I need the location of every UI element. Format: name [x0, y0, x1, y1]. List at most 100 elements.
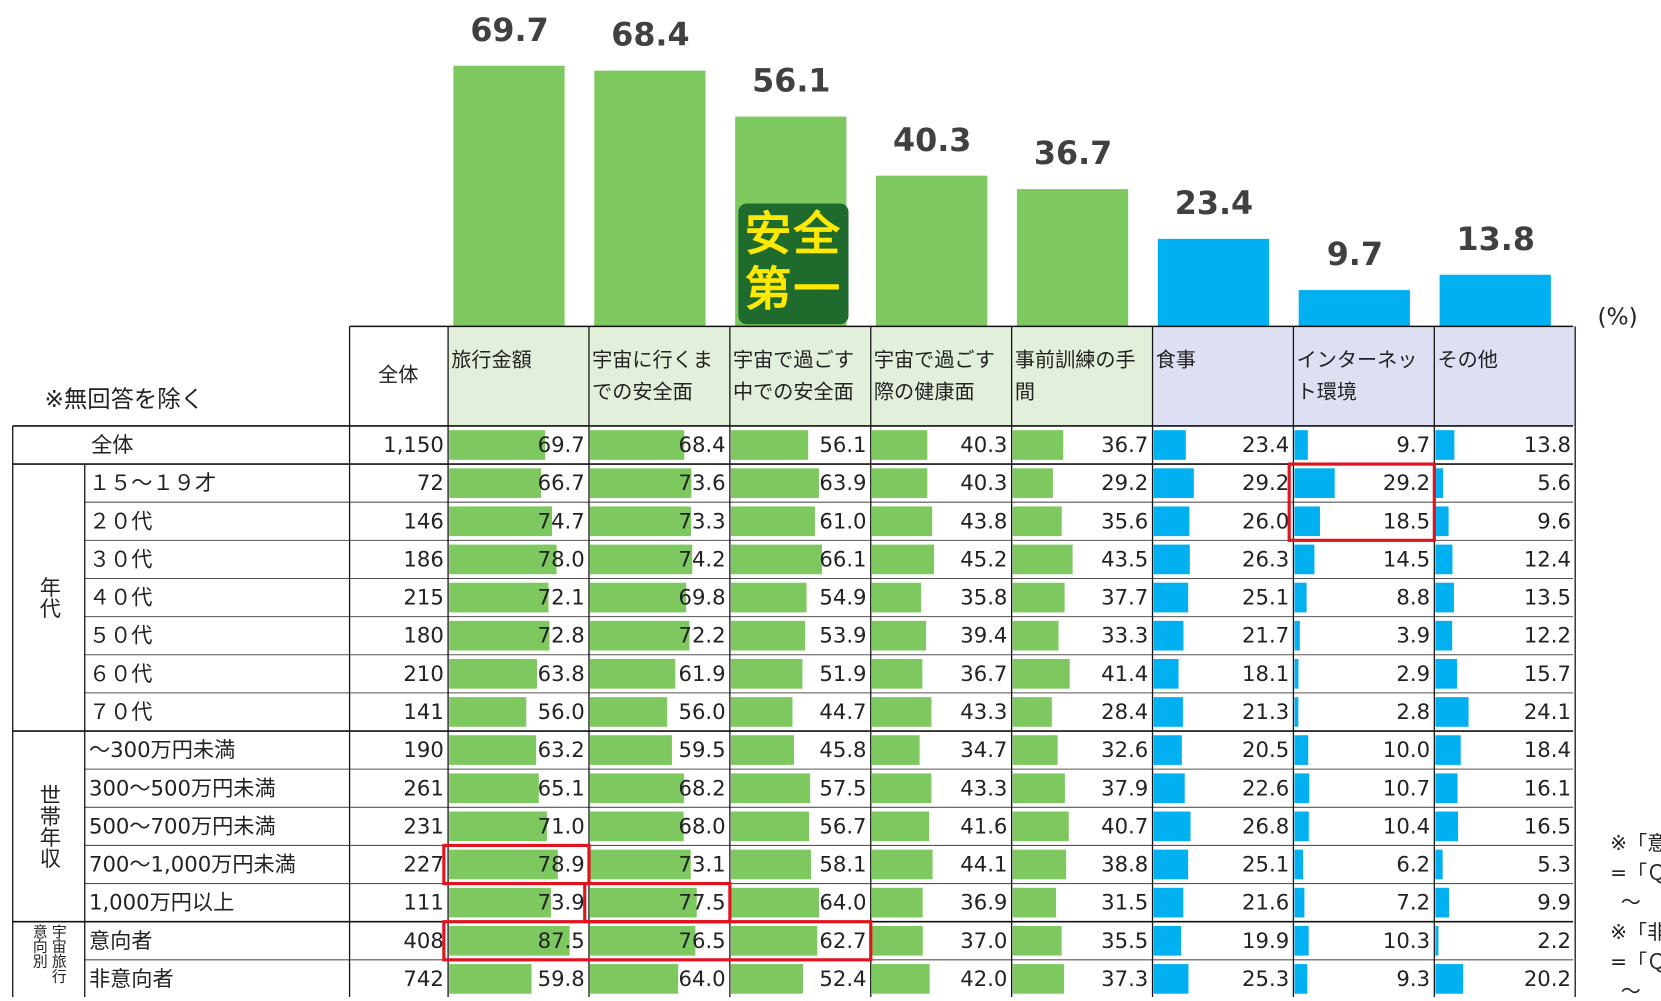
row-label: 非意向者 — [89, 966, 174, 991]
bar — [876, 175, 988, 327]
cell-bar — [1435, 468, 1444, 498]
cell-value: 13.8 — [1524, 432, 1571, 457]
cell-bar — [449, 620, 550, 651]
n-value: 186 — [403, 546, 443, 571]
cell-value: 63.9 — [819, 470, 866, 495]
cell-value: 71.0 — [538, 813, 585, 838]
cell-bar — [449, 964, 532, 994]
cell-bar — [1435, 849, 1443, 880]
group-label: 世帯年収 — [36, 783, 62, 869]
cell-bar — [1294, 735, 1309, 765]
cell-bar — [1294, 964, 1308, 994]
cell-bar — [1435, 925, 1439, 956]
cell-bar — [871, 430, 928, 460]
cell-value: 36.7 — [960, 661, 1007, 686]
cell-bar — [1012, 506, 1062, 537]
cell-value: 51.9 — [819, 661, 866, 686]
value-label: 40.3 — [893, 123, 971, 159]
header-label-box: 食事 — [1156, 349, 1196, 372]
cell-value: 34.7 — [960, 737, 1007, 762]
cell-bar — [449, 506, 553, 537]
cell-bar — [1153, 735, 1182, 765]
cell-value: 44.1 — [960, 852, 1007, 877]
side-note: ※「意 — [1610, 831, 1661, 855]
value-label: 23.4 — [1175, 186, 1253, 222]
row-label: ６０代 — [89, 661, 153, 686]
cell-value: 73.1 — [678, 852, 725, 877]
cell-value: 38.8 — [1101, 852, 1148, 877]
side-note: ～ — [1621, 979, 1641, 997]
cell-value: 61.9 — [678, 661, 725, 686]
cell-value: 12.4 — [1524, 546, 1571, 571]
cell-bar — [871, 964, 930, 994]
n-value: 180 — [403, 623, 443, 648]
header-cell — [349, 326, 449, 426]
cell-value: 6.2 — [1396, 852, 1430, 877]
header-cell — [1434, 326, 1576, 426]
n-value: 215 — [403, 585, 443, 610]
cell-value: 23.4 — [1242, 432, 1289, 457]
n-value: 231 — [403, 813, 443, 838]
cell-value: 59.5 — [678, 737, 725, 762]
value-label: 36.7 — [1034, 136, 1112, 172]
row-label: １５～１９才 — [89, 470, 216, 495]
cell-value: 73.3 — [678, 508, 725, 533]
side-note: =「Ｑ — [1610, 861, 1661, 885]
cell-value: 26.8 — [1242, 813, 1289, 838]
cell-value: 37.0 — [960, 928, 1007, 953]
cell-bar — [1294, 506, 1320, 537]
cell-bar — [1012, 468, 1053, 498]
cell-bar — [1435, 658, 1457, 689]
cell-bar — [730, 735, 794, 765]
cell-bar — [590, 811, 684, 842]
cell-bar — [1294, 582, 1307, 613]
cell-value: 56.0 — [678, 699, 725, 724]
cell-value: 76.5 — [678, 928, 725, 953]
cell-bar — [1012, 544, 1073, 575]
header-cell — [448, 326, 589, 426]
cell-value: 61.0 — [819, 508, 866, 533]
cell-bar — [1294, 849, 1304, 880]
cell-value: 35.6 — [1101, 508, 1148, 533]
cell-value: 20.5 — [1242, 737, 1289, 762]
cell-value: 31.5 — [1101, 890, 1148, 915]
cell-bar — [1153, 773, 1185, 804]
highlight — [442, 843, 591, 886]
cell-bar — [1294, 620, 1300, 651]
row-label: ５０代 — [89, 623, 153, 648]
row-label: 全体 — [91, 432, 133, 457]
cell-bar — [449, 773, 539, 804]
cell-value: 3.9 — [1396, 623, 1430, 648]
cell-bar — [1294, 658, 1299, 689]
cell-bar — [1153, 887, 1184, 918]
cell-bar — [590, 658, 676, 689]
cell-value: 78.0 — [538, 546, 585, 571]
cell-bar — [1012, 582, 1065, 613]
cell-bar — [590, 697, 668, 727]
cell-value: 9.7 — [1396, 432, 1430, 457]
group-label: 宇宙旅行意向別 — [30, 923, 67, 984]
cell-bar — [449, 658, 538, 689]
cell-bar — [871, 468, 928, 498]
cell-value: 21.6 — [1242, 890, 1289, 915]
cell-bar — [1153, 468, 1194, 498]
row-label: ～300万円未満 — [89, 737, 235, 762]
header-label: 宇宙に行くまでの安全面 — [592, 348, 713, 404]
cell-bar — [590, 620, 690, 651]
cell-bar — [590, 430, 685, 460]
cell-bar — [590, 506, 691, 537]
bar — [1157, 238, 1270, 327]
cell-value: 74.2 — [678, 546, 725, 571]
cell-bar — [1153, 964, 1189, 994]
header-label: その他 — [1437, 348, 1498, 372]
value-label: 9.7 — [1327, 237, 1383, 273]
cell-value: 29.2 — [1242, 470, 1289, 495]
cell-bar — [730, 658, 803, 689]
unit: (%) — [1597, 303, 1637, 330]
header-label-box: 宇宙で過ごす中での安全面 — [733, 348, 855, 404]
cell-value: 68.4 — [678, 432, 725, 457]
cell-bar — [449, 811, 547, 842]
cell-bar — [871, 658, 923, 689]
header-label: 宇宙で過ごす中での安全面 — [733, 348, 855, 404]
cell-value: 25.1 — [1242, 585, 1289, 610]
